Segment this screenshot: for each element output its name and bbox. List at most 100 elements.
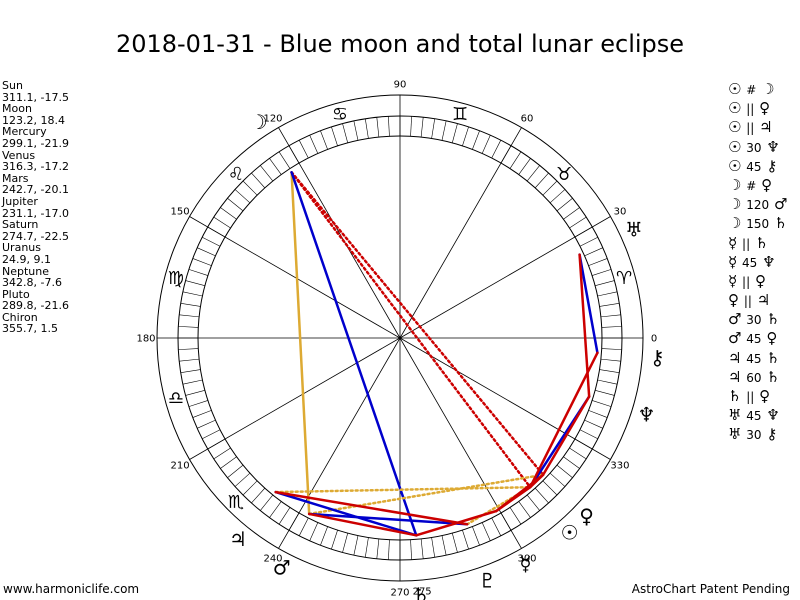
- planet-glyph-moon: ☽: [250, 110, 268, 134]
- degree-label: 300: [517, 553, 536, 564]
- zodiac-sign-icon: ♊: [452, 104, 468, 125]
- planet-coords-venus: 316.3, -17.2: [2, 160, 69, 174]
- planet-glyph-neptune: ♆: [637, 402, 655, 426]
- degree-tick: [600, 314, 621, 318]
- aspect-row: ☉ || ♃: [728, 118, 798, 137]
- degree-label: 275: [413, 587, 432, 598]
- house-spoke: [399, 337, 611, 460]
- degree-tick: [188, 400, 208, 407]
- chart-title: 2018-01-31 - Blue moon and total lunar e…: [115, 30, 685, 58]
- aspect-planet-b: ♀: [761, 175, 773, 194]
- house-spoke: [189, 337, 401, 460]
- house-spoke: [278, 337, 401, 549]
- aspect-row: ☉ 30 ♆: [728, 138, 798, 157]
- website-link[interactable]: www.harmoniclife.com: [3, 582, 140, 596]
- aspect-symbol: 45: [742, 159, 766, 174]
- aspect-planet-a: ☉: [728, 118, 742, 137]
- degree-tick: [364, 118, 369, 139]
- aspect-line: [495, 485, 532, 513]
- aspect-symbol: 45: [742, 332, 766, 347]
- degree-tick: [599, 302, 620, 307]
- planet-list: Sun 311.1, -17.5 Moon 123.2, 18.4 Mercury 299…: [2, 80, 122, 335]
- aspect-symbol: ||: [742, 102, 759, 117]
- degree-tick: [260, 494, 274, 511]
- degree-tick: [534, 172, 549, 189]
- degree-tick: [213, 447, 231, 460]
- degree-label: 0: [651, 334, 657, 345]
- aspect-planet-a: ♂: [728, 329, 742, 348]
- planet-name-mars: Mars: [2, 171, 29, 185]
- planet-name-moon: Moon: [2, 102, 32, 116]
- degree-tick: [202, 429, 221, 440]
- aspect-row: ☽ 120 ♂: [728, 195, 798, 214]
- degree-tick: [234, 189, 251, 204]
- aspect-planet-b: ♄: [766, 348, 780, 367]
- degree-tick: [542, 480, 558, 496]
- degree-tick: [353, 120, 359, 141]
- aspect-planet-a: ☉: [728, 99, 742, 118]
- planet-glyph-uranus: ♅: [625, 217, 643, 241]
- degree-tick: [320, 526, 328, 546]
- aspect-symbol: 45: [742, 351, 766, 366]
- aspect-planet-a: ♀: [728, 291, 739, 310]
- house-spoke: [399, 337, 522, 549]
- planet-glyph-chiron: ⚷: [650, 345, 665, 369]
- degree-tick: [592, 269, 612, 276]
- degree-tick: [227, 464, 244, 478]
- degree-tick: [234, 472, 251, 487]
- degree-tick: [331, 530, 338, 550]
- planet-coords-pluto: 289.8, -21.6: [2, 299, 69, 313]
- zodiac-sign-icon: ♈: [616, 268, 632, 289]
- aspect-planet-a: ☽: [728, 195, 742, 214]
- planet-coords-uranus: 24.9, 9.1: [2, 252, 51, 266]
- planet-coords-mars: 242.7, -20.1: [2, 183, 69, 197]
- degree-tick: [260, 165, 274, 182]
- degree-tick: [579, 429, 598, 440]
- aspect-planet-a: ♄: [728, 387, 742, 405]
- planet-coords-chiron: 355.7, 1.5: [2, 322, 58, 336]
- aspect-planet-b: ♃: [756, 291, 771, 310]
- aspect-planet-a: ♃: [728, 348, 742, 367]
- aspect-symbol: 30: [742, 428, 766, 443]
- degree-tick: [556, 198, 573, 212]
- degree-label: 180: [136, 334, 155, 345]
- degree-tick: [388, 116, 390, 137]
- degree-tick: [588, 410, 608, 418]
- aspect-row: ☿ || ♀: [728, 272, 798, 291]
- aspect-row: ☿ || ♄: [728, 234, 798, 253]
- degree-tick: [526, 165, 540, 182]
- house-spoke: [399, 216, 611, 339]
- degree-tick: [278, 507, 291, 525]
- degree-tick: [410, 116, 412, 137]
- aspect-planet-b: ♄: [766, 367, 780, 386]
- degree-tick: [534, 487, 549, 504]
- degree-tick: [220, 456, 237, 469]
- degree-tick: [269, 158, 282, 175]
- degree-tick: [376, 117, 380, 138]
- degree-tick: [509, 151, 522, 169]
- degree-tick: [410, 539, 412, 560]
- degree-tick: [569, 216, 587, 229]
- degree-tick: [420, 538, 424, 559]
- aspect-planet-a: ☉: [728, 80, 742, 98]
- degree-tick: [462, 126, 469, 146]
- zodiac-sign-icon: ♌: [228, 164, 244, 185]
- planet-coords-sun: 311.1, -17.5: [2, 90, 69, 104]
- degree-tick: [220, 207, 237, 220]
- aspect-planet-a: ♅: [728, 425, 742, 444]
- degree-tick: [342, 533, 349, 553]
- aspect-planet-a: ♅: [728, 406, 742, 425]
- planet-coords-saturn: 274.7, -22.5: [2, 229, 69, 243]
- degree-tick: [179, 314, 200, 318]
- degree-tick: [462, 530, 469, 550]
- planet-coords-neptune: 342.8, -7.6: [2, 276, 62, 290]
- aspect-planet-b: ♀: [754, 271, 766, 290]
- degree-tick: [588, 258, 608, 266]
- degree-tick: [251, 487, 266, 504]
- aspect-symbol: 120: [742, 198, 773, 213]
- aspect-planet-a: ☽: [728, 175, 742, 194]
- aspect-symbol: ||: [738, 236, 754, 251]
- aspect-planet-b: ♀: [759, 387, 771, 405]
- degree-tick: [192, 258, 212, 266]
- degree-label: 240: [263, 553, 282, 564]
